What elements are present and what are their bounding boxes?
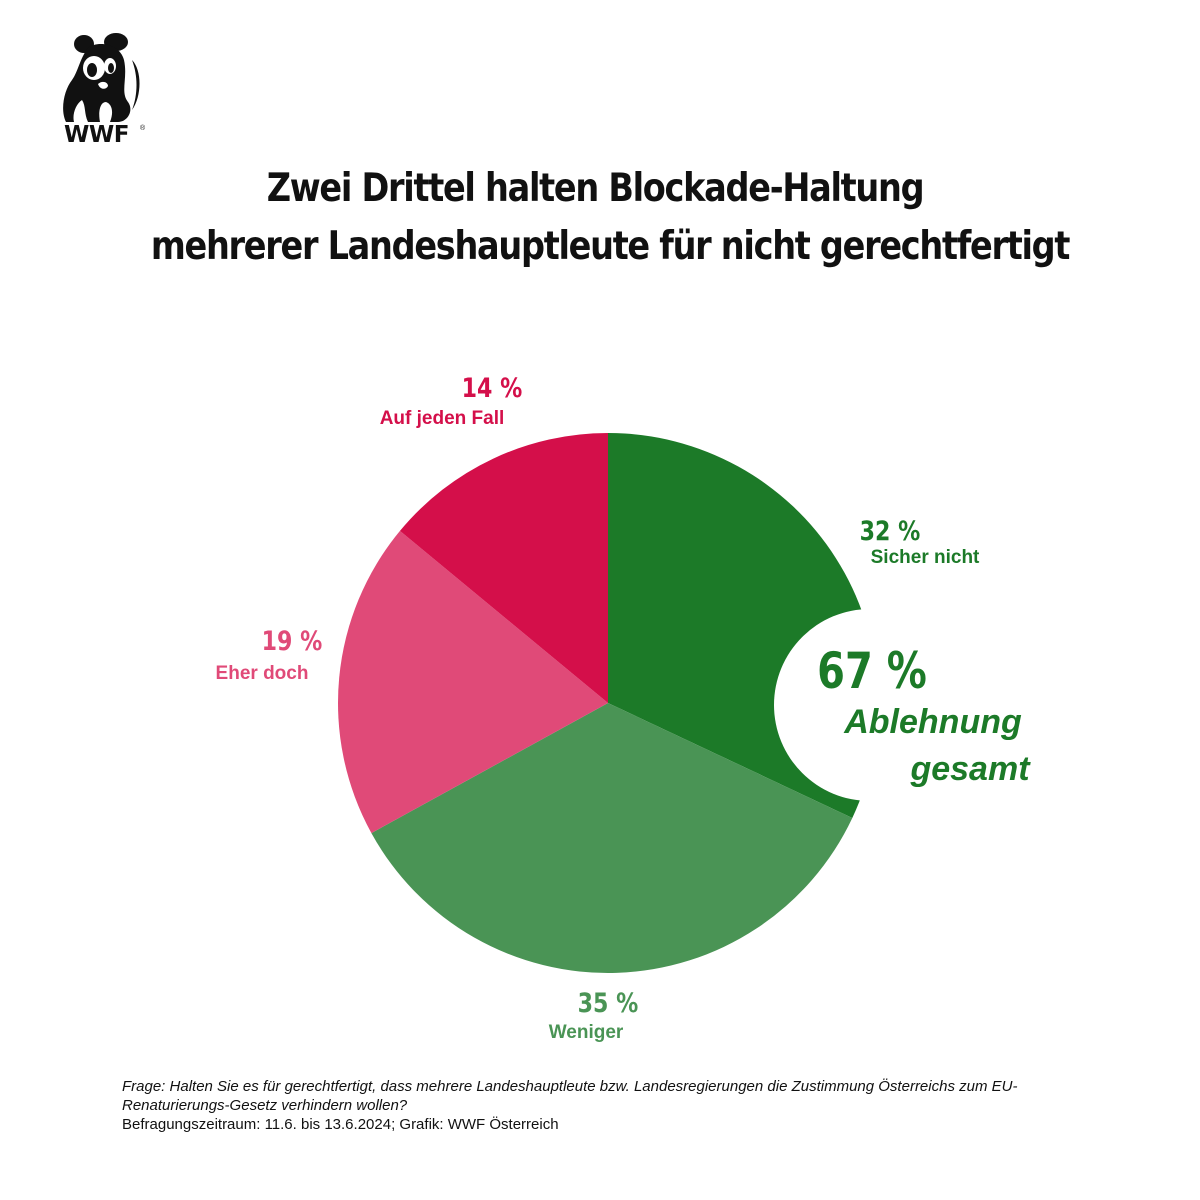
total-rejection-label-line-1: Ablehnung xyxy=(843,703,1022,741)
total-rejection-value: 67 % xyxy=(817,642,927,701)
chart-title: Zwei Drittel halten Blockade-Haltung meh… xyxy=(0,160,1200,276)
slice-category-label: Sicher nicht xyxy=(871,547,980,568)
chart-title-line-1: Zwei Drittel halten Blockade-Haltung xyxy=(266,166,925,211)
slice-value-label: 14 % xyxy=(462,372,523,404)
slice-value-label: 19 % xyxy=(262,625,323,657)
pie-slice-weniger xyxy=(371,703,853,973)
slice-value-label: 35 % xyxy=(578,987,639,1019)
slice-value-label: 32 % xyxy=(860,515,921,547)
svg-text:®: ® xyxy=(140,124,146,132)
survey-question: Frage: Halten Sie es für gerechtfertigt,… xyxy=(122,1078,1018,1114)
slice-category-label: Weniger xyxy=(549,1022,624,1043)
panda-icon: ® ® xyxy=(63,33,146,132)
svg-text:®: ® xyxy=(64,102,70,110)
survey-source: Befragungszeitraum: 11.6. bis 13.6.2024;… xyxy=(122,1116,559,1133)
total-rejection-label-line-2: gesamt xyxy=(909,750,1031,788)
footnote: Frage: Halten Sie es für gerechtfertigt,… xyxy=(122,1077,1122,1134)
wwf-logo: ® ® WWF xyxy=(58,30,148,152)
wwf-wordmark: WWF xyxy=(64,122,129,148)
pie-slice-auf-jeden-fall xyxy=(399,433,608,703)
annotation-bubble xyxy=(774,609,966,801)
slice-category-label: Auf jeden Fall xyxy=(380,408,505,429)
slice-category-label: Eher doch xyxy=(216,663,309,684)
pie-slice-eher-doch xyxy=(338,530,608,834)
chart-title-line-2: mehrerer Landeshauptleute für nicht gere… xyxy=(150,224,1071,269)
